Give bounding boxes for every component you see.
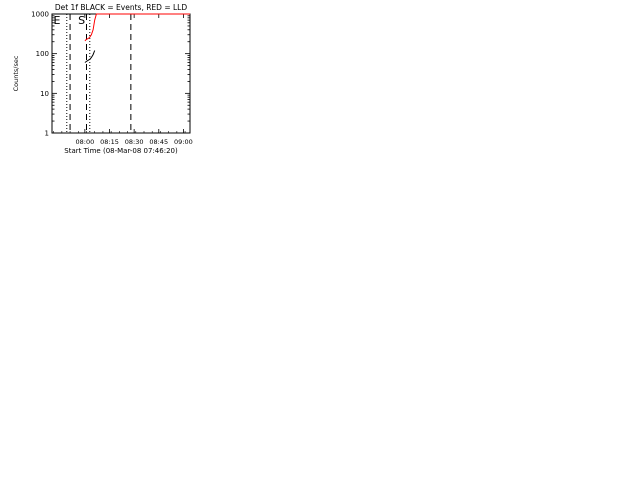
y-tick-label: 10 (40, 90, 49, 98)
x-tick-label: 09:00 (174, 138, 193, 146)
panel-title: Det 1f BLACK = Events, RED = LLD (55, 3, 188, 12)
y-tick-label: 1 (45, 130, 49, 138)
series-line-2 (84, 50, 96, 63)
x-tick-label: 08:15 (100, 138, 119, 146)
x-tick-label: 08:45 (149, 138, 168, 146)
panel-1: Det 1f BLACK = Events, RED = LLD Counts/s… (12, 3, 193, 155)
marker-label: E (53, 14, 60, 27)
y-tick-label: 100 (36, 50, 49, 58)
x-axis-label: Start Time (08-Mar-08 07:46:20) (64, 147, 178, 155)
plot-frame (51, 13, 191, 134)
series-line-1 (84, 13, 190, 42)
x-tick-label: 08:30 (125, 138, 144, 146)
y-axis-label: Counts/sec (12, 55, 20, 91)
marker-label: S (78, 14, 85, 27)
x-tick-label: 08:00 (75, 138, 94, 146)
y-tick-label: 1000 (31, 11, 49, 19)
